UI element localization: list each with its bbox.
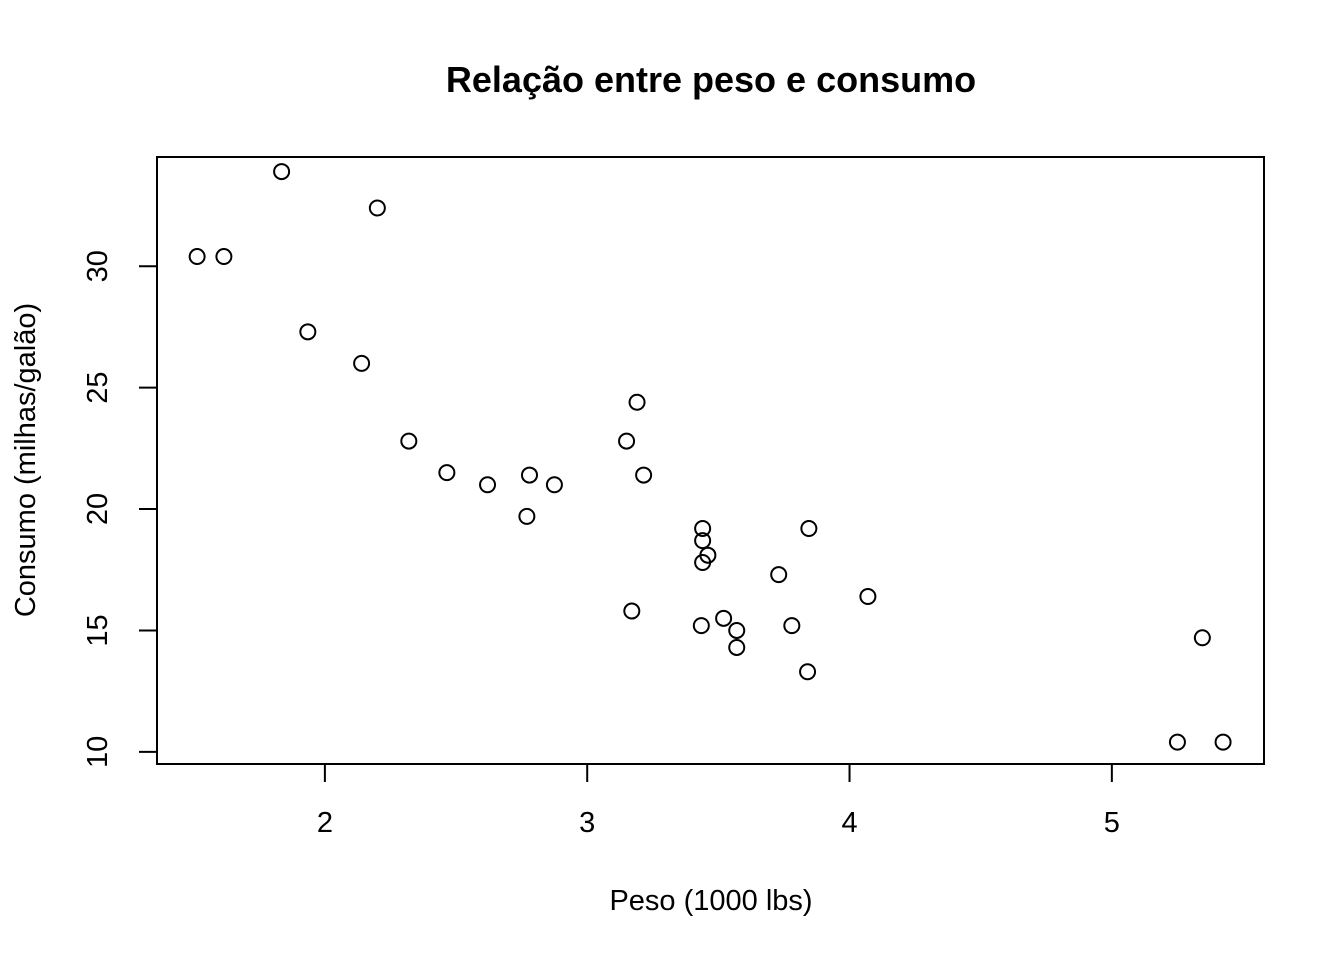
- y-axis-label: Consumo (milhas/galão): [10, 303, 42, 617]
- data-point: [215, 248, 233, 266]
- data-point: [299, 323, 317, 341]
- data-point: [694, 532, 712, 550]
- data-point: [353, 354, 371, 372]
- data-point: [273, 163, 291, 181]
- data-point: [479, 476, 497, 494]
- data-point: [1168, 733, 1186, 751]
- data-point: [628, 393, 646, 411]
- data-point: [770, 566, 788, 584]
- data-point: [188, 248, 206, 266]
- data-point: [799, 663, 817, 681]
- data-point: [728, 638, 746, 656]
- data-point: [635, 466, 653, 484]
- data-point: [518, 507, 536, 525]
- y-axis: 10 15 20 25 30: [82, 250, 158, 768]
- data-point: [623, 602, 641, 620]
- data-point: [859, 587, 877, 605]
- y-tick-label: 20: [82, 493, 114, 525]
- data-point: [438, 464, 456, 482]
- data-point: [800, 519, 818, 537]
- data-point: [692, 617, 710, 635]
- data-point: [618, 432, 636, 450]
- data-point: [520, 466, 538, 484]
- y-tick-label: 30: [82, 250, 114, 282]
- data-point: [694, 519, 712, 537]
- y-tick-label: 10: [82, 736, 114, 768]
- x-tick-label: 5: [1104, 807, 1120, 839]
- x-tick-label: 4: [841, 807, 857, 839]
- data-point: [728, 621, 746, 639]
- data-point: [400, 432, 418, 450]
- data-point: [694, 553, 712, 571]
- x-tick-label: 2: [317, 807, 333, 839]
- plot-frame: [156, 156, 1265, 765]
- data-point: [783, 617, 801, 635]
- x-axis-label: Peso (1000 lbs): [609, 885, 812, 917]
- data-points: [188, 163, 1232, 751]
- data-point: [368, 199, 386, 217]
- chart-title: Relação entre peso e consumo: [446, 59, 976, 100]
- data-point: [1214, 733, 1232, 751]
- data-point: [715, 609, 733, 627]
- x-tick-label: 3: [579, 807, 595, 839]
- y-tick-label: 25: [82, 372, 114, 404]
- data-point: [1193, 629, 1211, 647]
- data-point: [545, 476, 563, 494]
- y-tick-label: 15: [82, 614, 114, 646]
- x-axis: 2 3 4 5: [317, 763, 1120, 839]
